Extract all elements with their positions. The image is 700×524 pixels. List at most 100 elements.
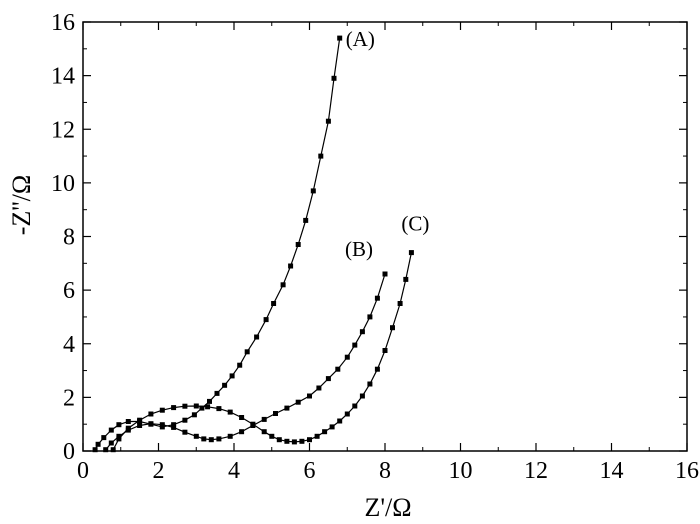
y-axis-title: -Z''/Ω [7, 175, 36, 235]
data-point [337, 418, 343, 424]
y-tick-label: 16 [51, 10, 75, 36]
data-point [182, 403, 188, 409]
data-point [171, 422, 177, 428]
data-point [110, 447, 116, 453]
data-point [367, 381, 373, 387]
data-point [207, 398, 212, 404]
y-tick-label: 6 [63, 278, 75, 304]
data-point [171, 424, 177, 430]
x-tick-label: 16 [675, 458, 699, 484]
data-point [397, 301, 403, 306]
data-point [216, 406, 222, 412]
data-point [148, 421, 154, 427]
data-point [280, 282, 286, 288]
series-layer: (A) (B) (C) [92, 27, 429, 453]
x-tick-label: 14 [600, 458, 624, 484]
data-point [95, 441, 101, 447]
data-point [403, 276, 409, 282]
x-tick-label: 12 [524, 458, 548, 484]
data-point [193, 433, 199, 439]
data-point [92, 447, 98, 453]
data-point [263, 317, 269, 323]
data-point [116, 436, 122, 442]
data-point [331, 75, 337, 81]
data-point [299, 438, 305, 444]
series-label: (A) [346, 27, 375, 51]
data-point [269, 433, 275, 439]
data-point [205, 404, 211, 410]
data-point [125, 425, 131, 431]
x-tick-label: 6 [304, 458, 316, 484]
data-point [116, 422, 122, 428]
x-tick-label: 0 [77, 458, 89, 484]
data-point [239, 415, 245, 420]
data-point [261, 429, 267, 435]
data-point [344, 354, 350, 360]
data-point [273, 411, 278, 416]
data-point [325, 118, 331, 124]
data-point [216, 436, 222, 442]
y-tick-label: 2 [63, 385, 75, 411]
data-point [237, 362, 243, 368]
data-point [199, 405, 205, 411]
data-point [193, 403, 199, 409]
data-point [227, 409, 233, 415]
data-point [374, 366, 380, 372]
y-tick-label: 0 [63, 439, 75, 465]
data-point [307, 437, 312, 443]
data-point [108, 427, 114, 433]
tick-layer: 0 2 4 6 8 10 12 14 16 0 2 4 6 8 10 12 14 16 [51, 10, 699, 484]
data-point [310, 188, 316, 194]
x-axis-title: Z'/Ω [364, 493, 411, 522]
y-tick-label: 10 [51, 171, 75, 197]
data-point [201, 436, 207, 442]
data-point [367, 314, 373, 320]
series-1: (B) [103, 237, 388, 453]
data-point [408, 250, 414, 256]
data-point [382, 348, 388, 353]
data-point [284, 405, 290, 411]
data-point [137, 423, 143, 428]
series-label: (C) [401, 212, 429, 236]
data-point [271, 301, 277, 306]
data-point [208, 437, 214, 443]
series-line [94, 38, 341, 450]
data-point [182, 417, 188, 423]
data-point [227, 433, 233, 439]
data-point [229, 373, 235, 379]
data-point [382, 271, 388, 277]
y-tick-label: 12 [51, 117, 75, 143]
x-tick-label: 2 [153, 458, 165, 484]
data-point [288, 263, 294, 269]
data-point [182, 429, 188, 435]
data-point [318, 153, 324, 159]
data-point [116, 433, 122, 439]
data-point [335, 366, 341, 372]
data-point [250, 421, 256, 427]
data-point [276, 437, 282, 443]
y-tick-label: 4 [63, 332, 75, 358]
y-tick-label: 8 [63, 225, 75, 251]
data-point [284, 438, 290, 444]
data-point [337, 35, 343, 41]
x-tick-label: 8 [379, 458, 391, 484]
data-point [108, 440, 114, 446]
x-tick-label: 4 [228, 458, 240, 484]
data-point [374, 295, 380, 301]
data-point [222, 382, 228, 388]
data-point [303, 217, 309, 223]
data-point [352, 403, 358, 409]
x-tick-label: 10 [449, 458, 473, 484]
data-point [125, 419, 131, 424]
series-2: (C) [110, 212, 429, 453]
data-point [261, 416, 267, 422]
series-0: (A) [92, 27, 375, 453]
data-point [344, 411, 350, 417]
plot-area [82, 21, 688, 452]
data-point [359, 329, 365, 335]
data-point [214, 390, 220, 396]
data-point [171, 405, 177, 411]
data-point [359, 393, 365, 399]
data-point [329, 424, 335, 430]
